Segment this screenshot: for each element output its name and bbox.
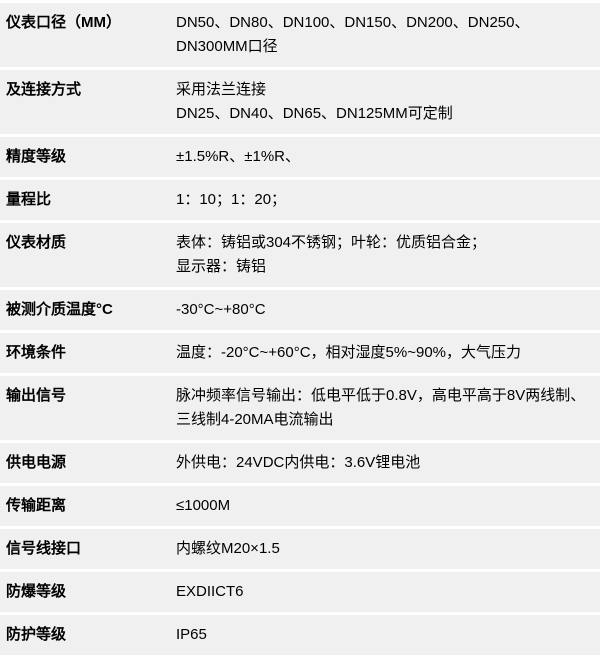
spec-value: 脉冲频率信号输出：低电平低于0.8V，高电平高于8V两线制、三线制4-20MA电… <box>170 376 600 440</box>
table-row: 供电电源 外供电：24VDC内供电：3.6V锂电池 <box>0 443 600 483</box>
table-row: 被测介质温度°C -30°C~+80°C <box>0 290 600 330</box>
spec-value: ±1.5%R、±1%R、 <box>170 137 600 177</box>
spec-value: 内螺纹M20×1.5 <box>170 529 600 569</box>
spec-label: 仪表口径（MM） <box>0 3 170 67</box>
spec-table-body: 仪表口径（MM） DN50、DN80、DN100、DN150、DN200、DN2… <box>0 3 600 655</box>
spec-value: DN50、DN80、DN100、DN150、DN200、DN250、DN300M… <box>170 3 600 67</box>
table-row: 量程比 1：10；1：20； <box>0 180 600 220</box>
spec-value: IP65 <box>170 615 600 655</box>
table-row: 仪表口径（MM） DN50、DN80、DN100、DN150、DN200、DN2… <box>0 3 600 67</box>
spec-value: 温度：-20°C~+60°C，相对湿度5%~90%，大气压力 <box>170 333 600 373</box>
spec-value: 外供电：24VDC内供电：3.6V锂电池 <box>170 443 600 483</box>
table-row: 传输距离 ≤1000M <box>0 486 600 526</box>
table-row: 精度等级 ±1.5%R、±1%R、 <box>0 137 600 177</box>
spec-label: 仪表材质 <box>0 223 170 287</box>
spec-label: 被测介质温度°C <box>0 290 170 330</box>
spec-label: 防护等级 <box>0 615 170 655</box>
spec-label: 精度等级 <box>0 137 170 177</box>
spec-label: 供电电源 <box>0 443 170 483</box>
spec-value: 采用法兰连接DN25、DN40、DN65、DN125MM可定制 <box>170 70 600 134</box>
spec-label: 信号线接口 <box>0 529 170 569</box>
spec-label: 传输距离 <box>0 486 170 526</box>
table-row: 防爆等级 EXDIICT6 <box>0 572 600 612</box>
spec-label: 防爆等级 <box>0 572 170 612</box>
spec-value: EXDIICT6 <box>170 572 600 612</box>
table-row: 输出信号 脉冲频率信号输出：低电平低于0.8V，高电平高于8V两线制、三线制4-… <box>0 376 600 440</box>
table-row: 环境条件 温度：-20°C~+60°C，相对湿度5%~90%，大气压力 <box>0 333 600 373</box>
table-row: 及连接方式 采用法兰连接DN25、DN40、DN65、DN125MM可定制 <box>0 70 600 134</box>
spec-value: ≤1000M <box>170 486 600 526</box>
spec-label: 环境条件 <box>0 333 170 373</box>
spec-label: 输出信号 <box>0 376 170 440</box>
spec-label: 及连接方式 <box>0 70 170 134</box>
spec-value: 表体：铸铝或304不锈钢；叶轮：优质铝合金；显示器：铸铝 <box>170 223 600 287</box>
spec-label: 量程比 <box>0 180 170 220</box>
spec-value: 1：10；1：20； <box>170 180 600 220</box>
table-row: 信号线接口 内螺纹M20×1.5 <box>0 529 600 569</box>
table-row: 仪表材质 表体：铸铝或304不锈钢；叶轮：优质铝合金；显示器：铸铝 <box>0 223 600 287</box>
spec-table: 仪表口径（MM） DN50、DN80、DN100、DN150、DN200、DN2… <box>0 0 600 658</box>
spec-value: -30°C~+80°C <box>170 290 600 330</box>
table-row: 防护等级 IP65 <box>0 615 600 655</box>
